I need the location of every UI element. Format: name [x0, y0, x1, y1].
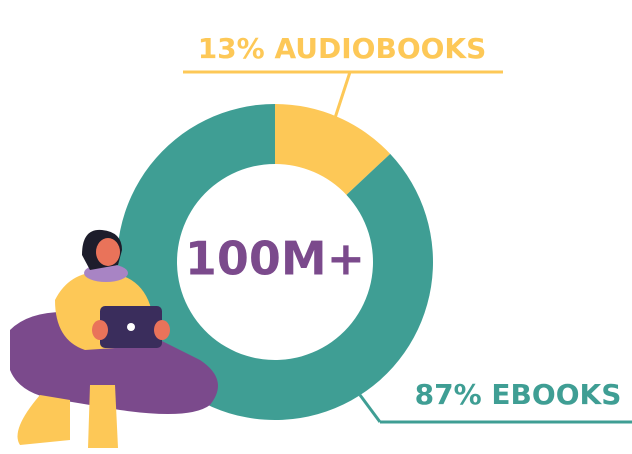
person-illustration [10, 229, 218, 448]
tablet-dot [127, 323, 135, 331]
legs [10, 312, 218, 414]
face [96, 238, 120, 266]
category-label: EBOOKS [491, 378, 621, 411]
slice-label: 87% EBOOKS [415, 378, 622, 411]
hand [154, 320, 170, 340]
donut [116, 104, 433, 420]
slice [116, 104, 433, 420]
value-label: 87% [415, 378, 482, 411]
center-label: 100M+ [185, 232, 365, 286]
shoe [17, 395, 70, 445]
slice [275, 104, 391, 195]
value-label: 13% [198, 32, 265, 65]
shoe [88, 385, 118, 448]
leader-line [333, 71, 352, 119]
labels: 13% AUDIOBOOKS 87% EBOOKS [183, 32, 632, 424]
category-label: AUDIOBOOKS [274, 32, 486, 65]
slice-label: 13% AUDIOBOOKS [198, 32, 487, 65]
hand [92, 320, 108, 340]
leader-line [358, 394, 382, 423]
